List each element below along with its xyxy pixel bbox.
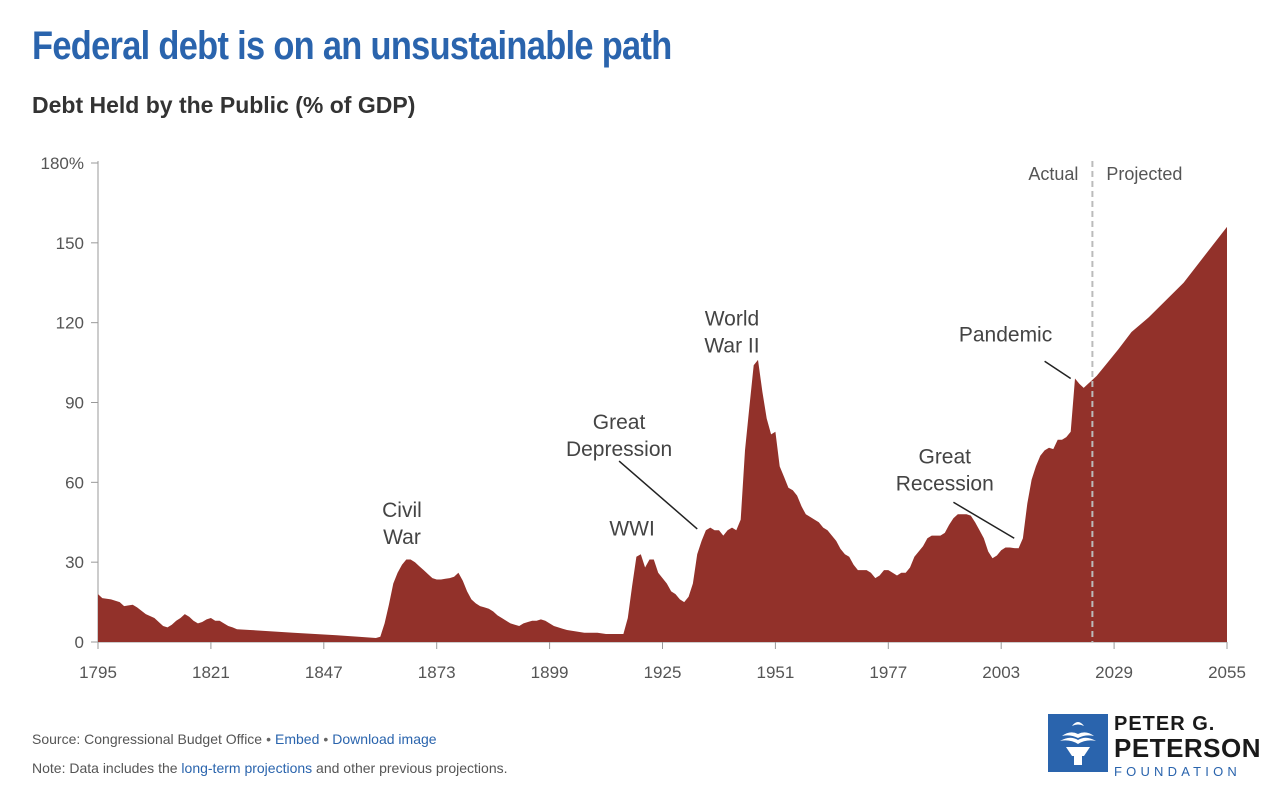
annotation-label: Recession [896, 473, 994, 496]
x-tick-label: 2055 [1208, 663, 1246, 682]
x-tick-label: 2003 [982, 663, 1020, 682]
y-tick-label: 150 [56, 234, 84, 253]
torch-icon [1048, 714, 1108, 772]
annotation-label: Depression [566, 438, 672, 461]
x-tick-label: 2029 [1095, 663, 1133, 682]
chart-axes: 0 30 60 90 120 150 180% 1795 1821 1847 1873 1899 192… [41, 154, 1246, 682]
actual-label: Actual [1028, 164, 1078, 184]
y-tick-label: 0 [75, 633, 84, 652]
x-tick-label: 1847 [305, 663, 343, 682]
annotation-label: WWI [609, 518, 654, 541]
y-tick-label: 120 [56, 314, 84, 333]
footer-note: Note: Data includes the long-term projec… [32, 760, 508, 776]
footer-source: Source: Congressional Budget Office • Embe… [32, 731, 437, 747]
logo-line-2: PETERSON [1114, 733, 1262, 763]
y-tick-label: 90 [65, 394, 84, 413]
page-title: Federal debt is on an unsustainable path [32, 24, 672, 68]
annotation-label: War II [704, 334, 759, 357]
x-tick-label: 1899 [531, 663, 569, 682]
y-tick-label: 180% [41, 154, 84, 173]
annotation-label: Pandemic [959, 323, 1052, 346]
logo-line-3: FOUNDATION [1114, 764, 1241, 779]
chart-annotations: Civil War WWI Great Depression World War II Gre… [382, 307, 1072, 549]
x-tick-label: 1821 [192, 663, 230, 682]
download-image-link[interactable]: Download image [332, 731, 437, 747]
y-tick-label: 30 [65, 553, 84, 572]
chart-area-layer [98, 226, 1227, 642]
note-suffix: and other previous projections. [312, 760, 508, 776]
annotation-label: World [705, 307, 759, 330]
separator-dot: • [266, 731, 272, 747]
note-prefix: Note: Data includes the [32, 760, 182, 776]
annotation: Great Depression [566, 411, 698, 530]
annotation-label: Great [593, 411, 646, 434]
debt-area-series [98, 226, 1227, 642]
annotation: Pandemic [959, 323, 1072, 380]
x-tick-label: 1795 [79, 663, 117, 682]
logo-text: PETER G. PETERSON FOUNDATION [1114, 713, 1262, 779]
annotation-label: War [383, 526, 421, 549]
annotation: Great Recession [896, 446, 1015, 539]
y-tick-label: 60 [65, 473, 84, 492]
annotation-pointer [618, 460, 698, 530]
x-tick-label: 1925 [644, 663, 682, 682]
x-tick-label: 1977 [869, 663, 907, 682]
annotation-pointer [1044, 360, 1072, 380]
chart-subtitle: Debt Held by the Public (% of GDP) [32, 92, 416, 118]
annotation: WWI [609, 518, 654, 541]
annotation-label: Civil [382, 499, 422, 522]
annotation: Civil War [382, 499, 422, 549]
x-tick-label: 1873 [418, 663, 456, 682]
annotation: World War II [704, 307, 759, 357]
actual-projected-divider: Actual Projected [1028, 161, 1182, 642]
embed-link[interactable]: Embed [275, 731, 320, 747]
x-tick-label: 1951 [756, 663, 794, 682]
debt-area-chart: 0 30 60 90 120 150 180% 1795 1821 1847 1873 1899 192… [41, 154, 1246, 682]
long-term-projections-link[interactable]: long-term projections [181, 760, 313, 776]
annotation-pointer [953, 501, 1015, 539]
logo-line-1: PETER G. [1114, 713, 1216, 735]
separator-dot: • [323, 731, 329, 747]
annotation-label: Great [918, 446, 971, 469]
source-text: Source: Congressional Budget Office [32, 731, 263, 747]
projected-label: Projected [1106, 164, 1182, 184]
peterson-foundation-logo[interactable]: PETER G. PETERSON FOUNDATION [1048, 714, 1261, 779]
